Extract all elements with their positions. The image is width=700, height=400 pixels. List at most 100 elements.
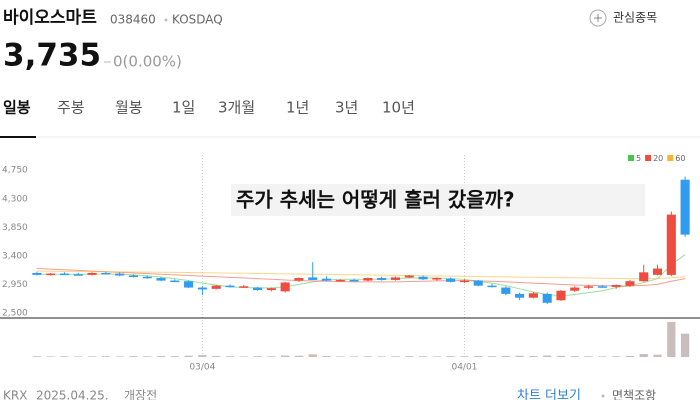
source: KRX [3, 389, 27, 400]
volume-bar [294, 355, 304, 357]
volume-bar [32, 356, 42, 357]
y-tick-label: 2,500 [2, 308, 28, 318]
volume-bar [198, 355, 207, 357]
candle-body [225, 285, 235, 288]
candle-body [46, 273, 56, 276]
stock-name: 바이오스마트 [3, 8, 97, 28]
y-tick-label: 2,950 [2, 280, 28, 290]
candle-body [666, 214, 676, 275]
footer: 2025.04.25. 개장전 차트 더보기 면책조항 [36, 388, 656, 400]
volume-bar [156, 356, 166, 357]
volume-bar [612, 356, 621, 357]
y-tick-label: 3,850 [2, 223, 28, 233]
candle-body [363, 278, 373, 281]
y-tick-label: 4,300 [2, 194, 28, 204]
volume-bar [474, 356, 483, 357]
volume-bar [322, 356, 331, 357]
volume-bar [377, 356, 386, 357]
candle-body [528, 293, 538, 298]
volume-bar [653, 354, 662, 357]
volume-bar [101, 356, 110, 357]
volume-bar [556, 355, 566, 357]
volume-bar [639, 354, 648, 357]
volume-bar [515, 355, 524, 357]
volume-bar [184, 355, 193, 357]
volume-bar [529, 356, 538, 357]
volume-bar [143, 356, 152, 357]
period-tab[interactable]: 1년 [286, 99, 309, 117]
x-tick-label: 04/01 [451, 363, 477, 373]
candle-body [542, 293, 552, 303]
volume-bar [212, 356, 221, 357]
annotation-bg [231, 184, 645, 216]
candle-body [115, 273, 125, 276]
date: 2025.04.25. [36, 389, 109, 400]
disclaimer[interactable]: 면책조항 [612, 388, 656, 400]
candle-body [611, 285, 621, 287]
moving-average [36, 270, 686, 280]
candle-body [584, 286, 594, 288]
candle-body [597, 286, 607, 288]
volume-bar [46, 356, 55, 357]
candle-body [377, 278, 387, 280]
period-tab[interactable]: 1일 [172, 99, 195, 117]
volume-bar [446, 356, 455, 357]
volume-bar [391, 356, 400, 357]
period-tab[interactable]: 3년 [335, 99, 358, 117]
candle-body [197, 287, 207, 290]
candle-body [515, 293, 525, 298]
candle-body [87, 272, 97, 275]
candle-body [625, 281, 635, 286]
candle-body [280, 282, 290, 292]
candle-body [239, 286, 249, 288]
separator [601, 394, 605, 398]
legend-swatch [645, 155, 652, 161]
volume-bar [239, 356, 248, 357]
market: KOSDAQ [172, 13, 223, 27]
volume-bar [501, 355, 510, 357]
period-tab[interactable]: 월봉 [115, 99, 143, 117]
candle-body [142, 276, 152, 279]
volume-bar [170, 356, 179, 357]
candle-body [639, 272, 649, 282]
price: 3,735 [3, 38, 101, 74]
volume-bar [460, 356, 469, 357]
more-link[interactable]: 차트 더보기 [517, 389, 581, 400]
volume-bar [225, 356, 235, 357]
candle-body [404, 275, 414, 278]
volume-bar [543, 355, 552, 357]
volume-bar [432, 356, 441, 357]
volume-bar [598, 356, 607, 357]
candle-body [556, 290, 566, 301]
period-tab[interactable]: 3개월 [218, 99, 255, 117]
candle-body [459, 280, 469, 283]
legend-swatch [667, 155, 674, 161]
candle-body [308, 277, 318, 280]
volume-bar [625, 355, 635, 357]
watch-label[interactable]: 관심종목 [613, 11, 657, 25]
candle-body [73, 274, 83, 276]
candle-body [349, 279, 359, 282]
moving-average [36, 254, 686, 297]
volume-bar [363, 356, 373, 357]
candle-body [570, 287, 580, 291]
volume-bar [570, 356, 579, 357]
watch-button[interactable]: 관심종목 [589, 9, 657, 27]
candle-body [156, 278, 166, 281]
legend-label: 5 [636, 154, 641, 163]
legend-swatch [628, 155, 634, 161]
volume-bar [74, 356, 83, 357]
volume-bar [418, 356, 428, 357]
annotation: 주가 추세는 어떻게 흘러 갔을까? [236, 188, 515, 212]
candle-body [487, 285, 497, 288]
volume-bar [584, 356, 593, 357]
period-tab[interactable]: 10년 [382, 99, 415, 117]
y-tick-label: 4,750 [2, 166, 28, 176]
volume-bar [129, 356, 138, 357]
volume-bar [667, 322, 676, 357]
candle-body [501, 287, 511, 294]
period-tab[interactable]: 일봉 [3, 99, 31, 117]
period-tab[interactable]: 주봉 [57, 99, 85, 117]
volume-bar [115, 356, 124, 357]
